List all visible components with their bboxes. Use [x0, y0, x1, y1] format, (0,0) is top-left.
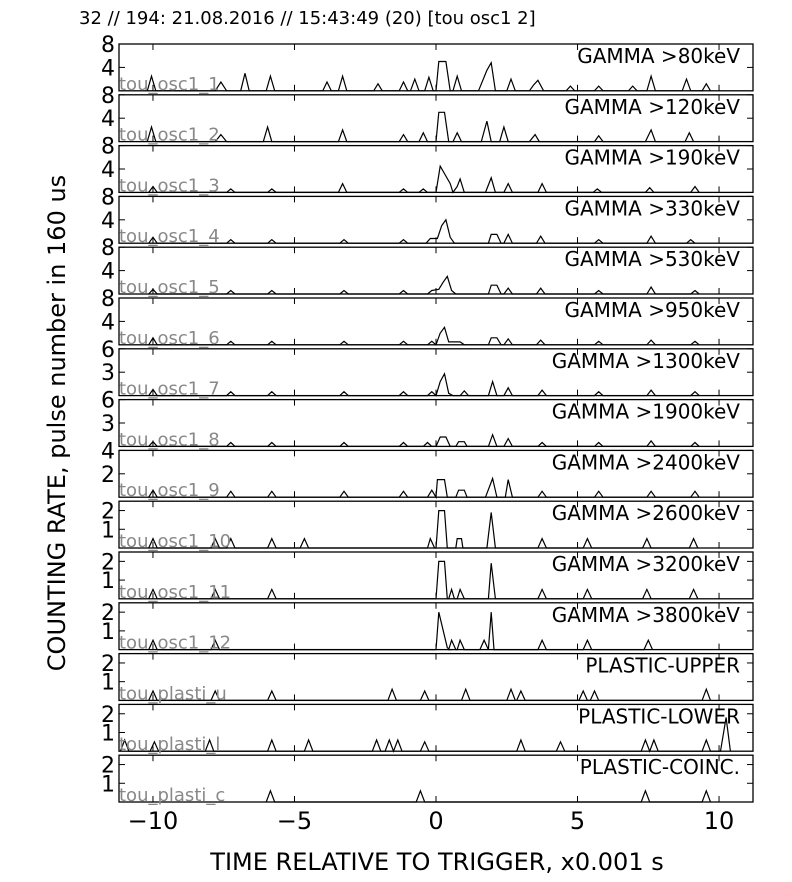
series-line-tou_osc1_2 [146, 111, 695, 143]
panel-label-tou_plasti_c: PLASTIC-COINC. [580, 755, 740, 779]
y-tick-label: 2 [101, 652, 115, 677]
series-line-tou_plasti_c [265, 789, 712, 803]
y-tick-label: 4 [101, 56, 115, 81]
panel-id-tou_osc1_2: tou_osc1_2 [119, 125, 220, 146]
panel-id-tou_plasti_l: tou_plasti_l [119, 734, 220, 755]
panel-label-tou_osc1_8: GAMMA >1900keV [552, 400, 741, 424]
y-tick-label: 4 [101, 107, 115, 132]
y-tick-label: 2 [101, 500, 115, 525]
y-tick-label: 1 [101, 772, 115, 797]
panel-id-tou_osc1_8: tou_osc1_8 [119, 429, 220, 450]
y-tick-label: 8 [101, 287, 115, 312]
panel-label-tou_osc1_7: GAMMA >1300keV [552, 349, 741, 373]
y-tick-label: 2 [101, 703, 115, 728]
panel-label-tou_osc1_1: GAMMA >80keV [577, 44, 740, 68]
panel-id-tou_plasti_u: tou_plasti_u [119, 683, 227, 704]
x-tick-label: −5 [277, 807, 312, 835]
panel-label-tou_osc1_6: GAMMA >950keV [564, 298, 740, 322]
y-tick-label: 8 [101, 84, 115, 109]
panel-label-tou_osc1_3: GAMMA >190keV [564, 146, 740, 170]
series-line-tou_osc1_8 [148, 432, 700, 447]
y-tick-label: 2 [101, 550, 115, 575]
y-tick-label: 4 [101, 209, 115, 234]
panel-label-tou_osc1_4: GAMMA >330keV [564, 196, 740, 220]
panel-id-tou_osc1_1: tou_osc1_1 [119, 74, 220, 95]
x-axis-label: TIME RELATIVE TO TRIGGER, x0.001 s [210, 848, 664, 876]
x-tick-label: −10 [128, 807, 179, 835]
y-tick-label: 6 [101, 338, 115, 363]
panel-label-tou_osc1_5: GAMMA >530keV [564, 247, 740, 271]
y-tick-label: 2 [101, 754, 115, 779]
panel-label-tou_plasti_u: PLASTIC-UPPER [585, 654, 740, 678]
series-line-tou_osc1_3 [148, 164, 700, 194]
y-tick-label: 2 [101, 601, 115, 626]
panel-label-tou_osc1_9: GAMMA >2400keV [552, 450, 741, 474]
panel-id-tou_osc1_4: tou_osc1_4 [119, 226, 220, 247]
panel-label-tou_osc1_12: GAMMA >3800keV [552, 603, 741, 627]
series-line-tou_osc1_6 [148, 325, 700, 346]
y-tick-label: 3 [101, 361, 115, 386]
series-line-tou_plasti_u [148, 687, 712, 702]
panel-label-tou_osc1_2: GAMMA >120keV [564, 95, 740, 119]
y-tick-label: 8 [101, 135, 115, 160]
series-line-tou_osc1_12 [148, 612, 654, 651]
y-tick-label: 4 [101, 439, 115, 464]
panel-id-tou_osc1_7: tou_osc1_7 [119, 379, 220, 400]
series-line-tou_osc1_11 [148, 560, 699, 600]
series-line-tou_osc1_9 [148, 476, 700, 500]
y-tick-label: 4 [101, 260, 115, 285]
panel-id-tou_osc1_3: tou_osc1_3 [119, 175, 220, 196]
panel-label-tou_plasti_l: PLASTIC-LOWER [578, 704, 740, 728]
y-tick-label: 3 [101, 412, 115, 437]
y-tick-label: 4 [101, 158, 115, 183]
y-tick-label: 1 [101, 569, 115, 594]
y-tick-label: 1 [101, 620, 115, 645]
y-tick-label: 2 [101, 463, 115, 488]
y-tick-label: 8 [101, 33, 115, 58]
y-tick-label: 8 [101, 185, 115, 210]
series-line-tou_osc1_4 [148, 218, 696, 244]
panel-label-tou_osc1_10: GAMMA >2600keV [552, 501, 741, 525]
x-tick-label: 10 [704, 807, 735, 835]
panel-id-tou_osc1_6: tou_osc1_6 [119, 328, 220, 349]
y-tick-label: 6 [101, 389, 115, 414]
series-line-tou_plasti_l [119, 717, 731, 753]
x-tick-label: 0 [428, 807, 443, 835]
y-tick-label: 1 [101, 671, 115, 696]
series-line-tou_osc1_10 [148, 510, 699, 549]
chart-header: 32 // 194: 21.08.2016 // 15:43:49 (20) [… [79, 8, 536, 29]
y-tick-label: 8 [101, 236, 115, 261]
y-tick-label: 4 [101, 310, 115, 335]
panel-id-tou_osc1_12: tou_osc1_12 [119, 633, 231, 654]
panel-id-tou_osc1_10: tou_osc1_10 [119, 531, 231, 552]
series-line-tou_osc1_7 [148, 372, 700, 397]
panel-label-tou_osc1_11: GAMMA >3200keV [552, 552, 741, 576]
y-tick-label: 1 [101, 721, 115, 746]
series-line-tou_osc1_5 [148, 275, 700, 295]
panel-id-tou_osc1_9: tou_osc1_9 [119, 480, 220, 501]
panel-id-tou_osc1_5: tou_osc1_5 [119, 277, 220, 298]
panel-id-tou_osc1_11: tou_osc1_11 [119, 582, 231, 603]
y-tick-label: 1 [101, 518, 115, 543]
panel-id-tou_plasti_c: tou_plasti_c [119, 785, 225, 806]
series-line-tou_osc1_1 [146, 60, 712, 92]
x-tick-label: 5 [570, 807, 585, 835]
